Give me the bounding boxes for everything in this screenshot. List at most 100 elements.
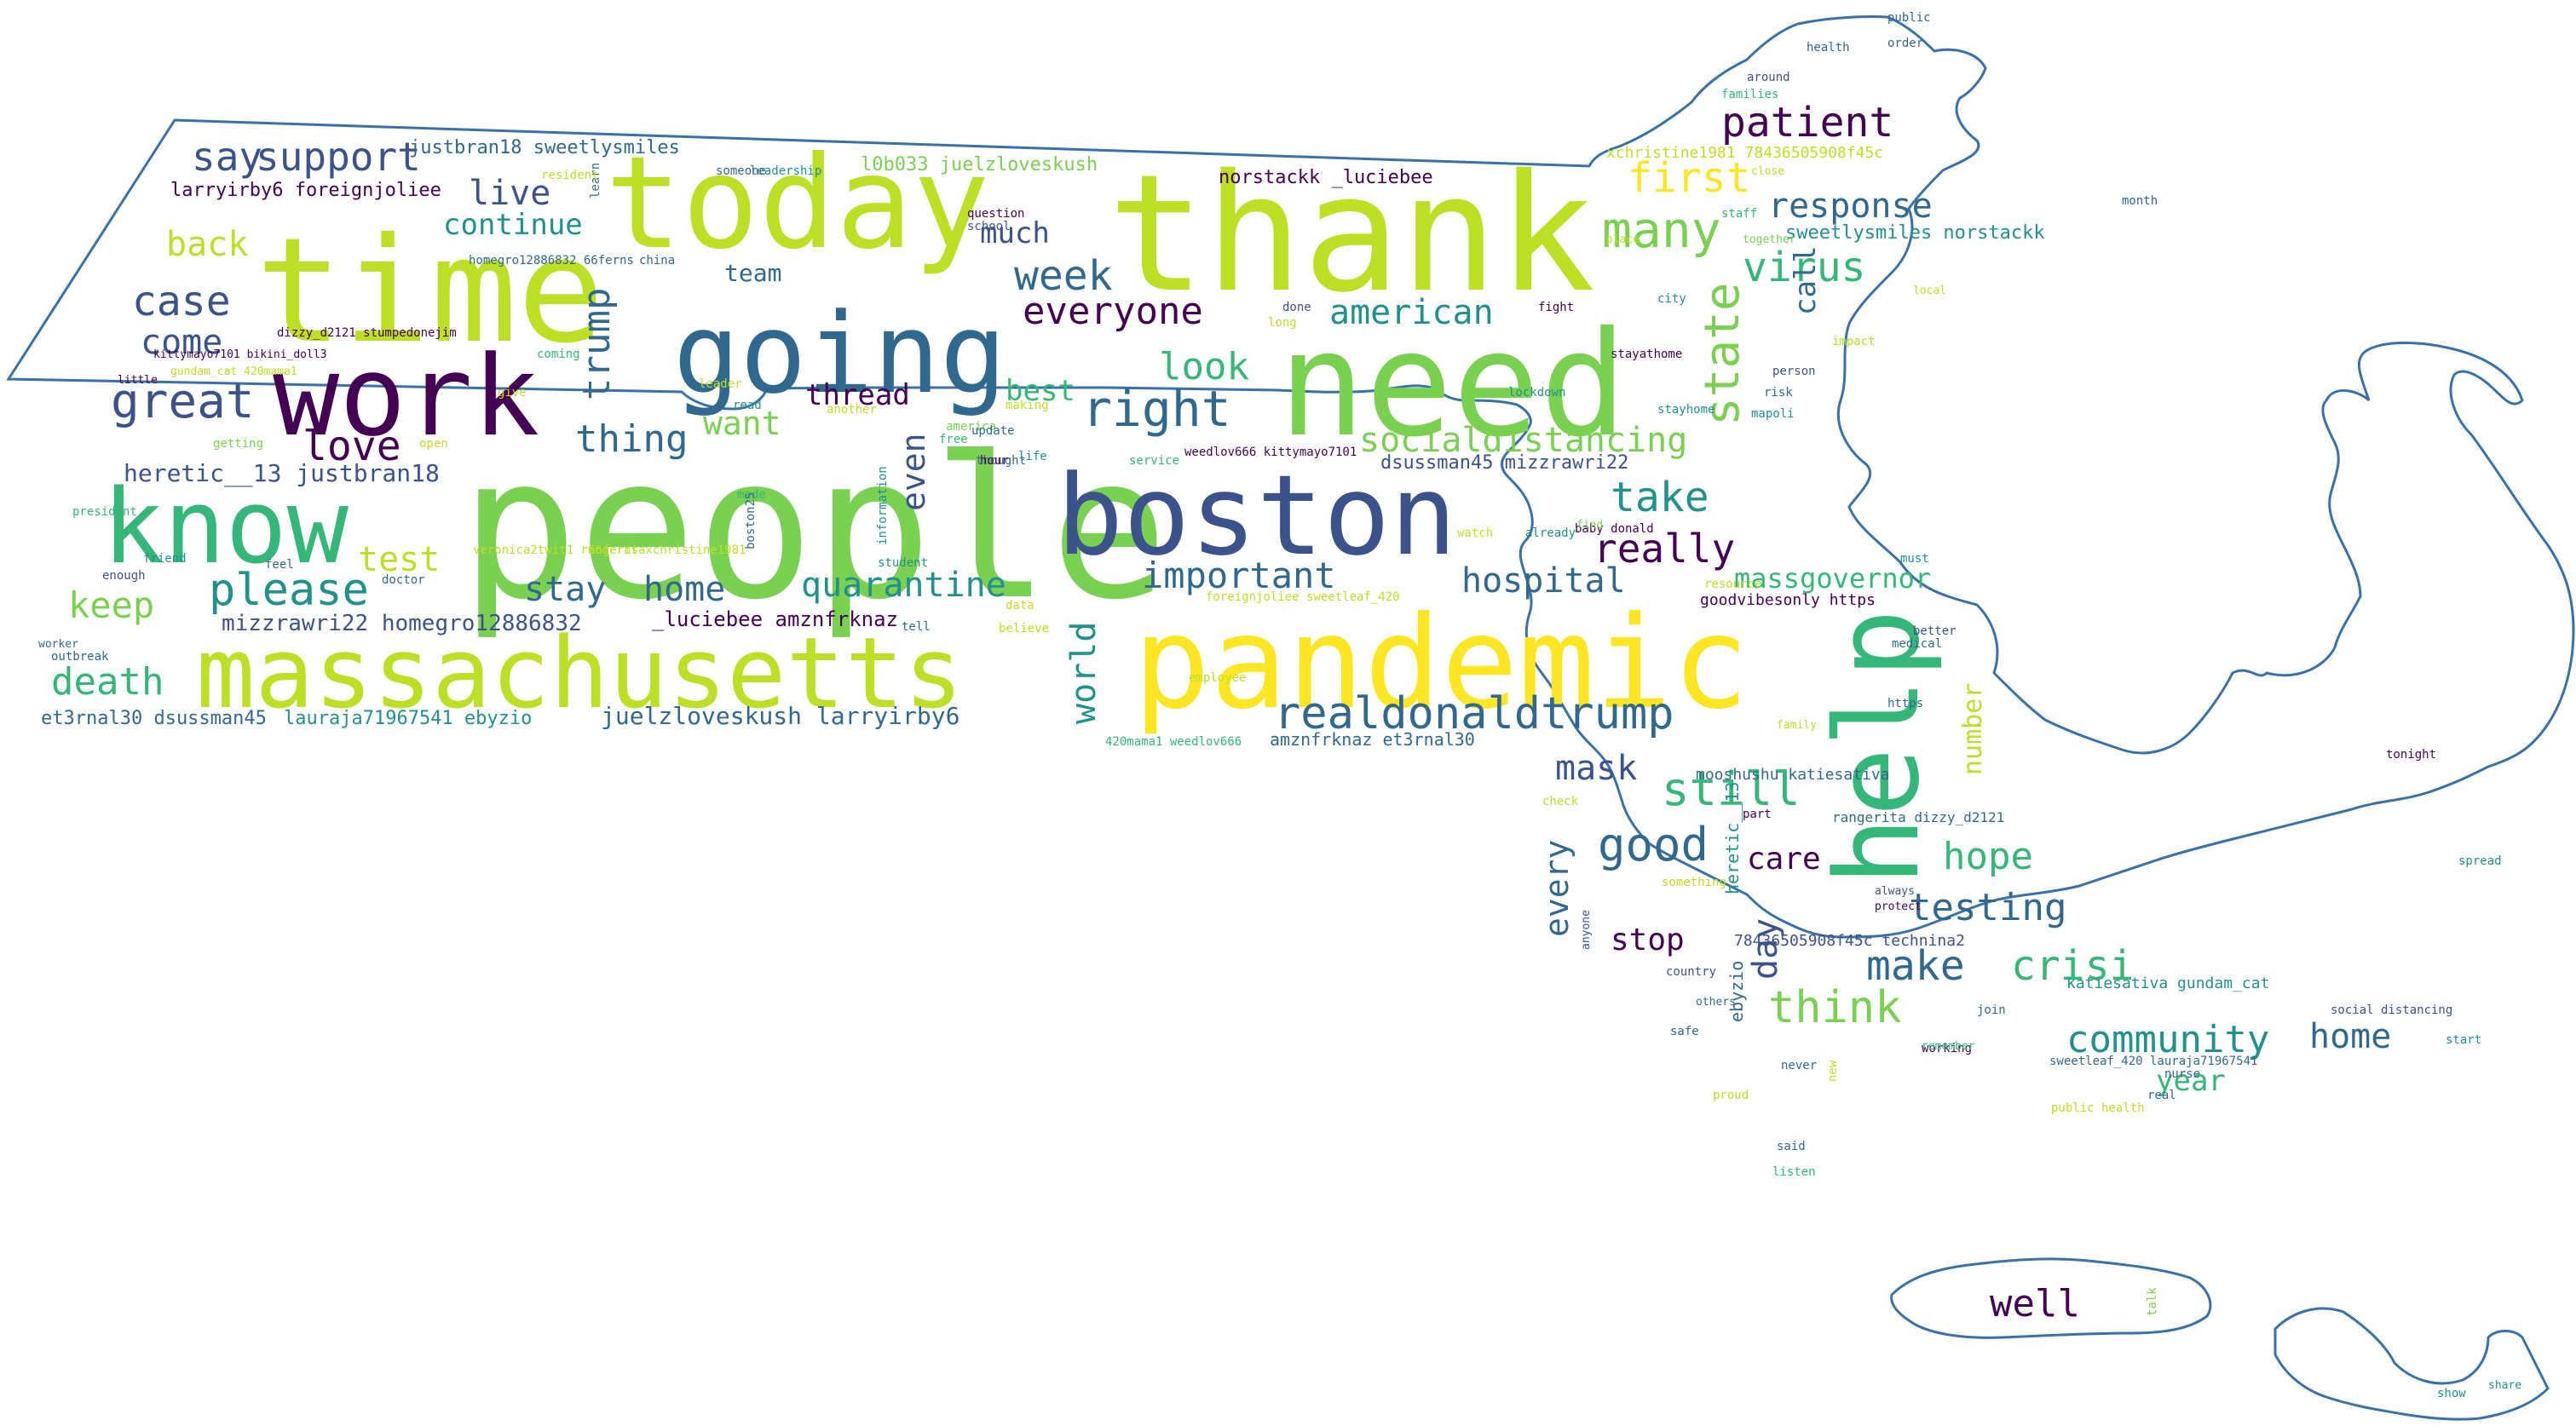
word-rangerita-dizzy-d2121: rangerita dizzy_d2121 [1832,809,2004,825]
word-share: share [2488,1379,2521,1392]
word-lauraja71967541-ebyzio: lauraja71967541 ebyzio [284,708,532,729]
word-school: school [967,220,1011,233]
word-never: never [1781,1059,1817,1072]
word-service: service [1129,454,1179,468]
word-homegro12886832-66ferns: homegro12886832 66ferns [469,254,634,267]
word-person: person [1772,365,1816,378]
word-78436505908f45c-technina2: 78436505908f45c technina2 [1734,932,1965,950]
word-amznfrknaz-et3rnal30: amznfrknaz et3rnal30 [1270,729,1475,750]
word-boston25: boston25 [744,492,758,549]
nantucket-outline [2273,1307,2550,1421]
word-stayathome: stayathome [1611,348,1682,361]
word-others: others [1696,996,1736,1009]
word-66ferns-xchristine1981: 66ferns xchristine1981 [588,543,746,557]
word-think: think [1768,982,1902,1033]
word-want: want [703,405,781,442]
word-close: close [1751,165,1784,178]
word-home: home [643,570,725,609]
word-support: support [256,134,421,180]
word-together: together [1743,233,1796,246]
word-love: love [303,423,401,470]
word-tell: tell [902,620,931,634]
word-data: data [1006,599,1034,612]
word-mask: mask [1555,749,1637,788]
word-safe: safe [1670,1025,1699,1038]
word-call: call [1789,245,1823,315]
word-important: important [1142,555,1336,596]
word-information: information [876,466,890,545]
word-resource: resource [1704,578,1761,591]
word-stay: stay [524,570,606,609]
word-china: china [639,254,675,267]
word-getting: getting [213,437,263,451]
word-weedlov666-kittymayo7101: weedlov666 kittymayo7101 [1184,446,1357,459]
word-socialdistancing: socialdistancing [1359,421,1687,460]
word-making: making [1006,399,1049,412]
word-city: city [1657,292,1686,306]
word-month: month [2122,194,2158,208]
word-thing: thing [575,417,688,461]
word-leader: leader [699,377,742,391]
word-week: week [1014,252,1113,300]
word-mapoli: mapoli [1751,407,1795,421]
word-already: already [1525,526,1576,540]
word-today: today [605,129,990,278]
word-every: every [1538,840,1576,937]
word-xchristine1981-78436505908f45c: xchristine1981 78436505908f45c [1606,144,1883,162]
word-friend: friend [143,552,187,566]
word-year: year [2156,1064,2226,1098]
word-massgovernor: massgovernor [1734,562,1931,595]
word-better: better [1913,624,1956,638]
word-life: life [1018,450,1047,463]
word-kittymayo7101-bikini-doll3: kittymayo7101 bikini_doll3 [153,348,327,361]
word-tonight: tonight [2386,748,2436,762]
word-norstackk-luciebee: norstackk _luciebee [1219,167,1433,188]
word-new: new [1826,1060,1840,1082]
word-feel: feel [265,558,294,572]
word-day: day [1746,918,1785,980]
word-much: much [980,216,1050,250]
word-dizzy-d2121-stumpedonejim: dizzy_d2121 stumpedonejim [277,326,457,340]
word-time: time [256,207,604,376]
word-community: community [2066,1018,2269,1061]
word-virus: virus [1743,244,1866,291]
word-come: come [141,323,222,362]
word-place: place [1606,233,1640,246]
word-mizzrawri22-homegro12886832: mizzrawri22 homegro12886832 [222,611,582,636]
word-anyone: anyone [1580,910,1593,950]
word-watch: watch [1457,526,1493,540]
word-staff: staff [1721,207,1757,221]
word-talk: talk [2146,1287,2159,1316]
word--luciebee-amznfrknaz: _luciebee amznfrknaz [652,607,898,631]
word-public: public [1887,11,1931,25]
word-veronica2twit1-rangerita: veronica2twit1 rangerita [473,543,645,557]
word-many: many [1602,201,1721,259]
word-continue: continue [443,208,583,242]
word-risk: risk [1764,386,1793,400]
word-sweetlysmiles-norstackk: sweetlysmiles norstackk [1785,222,2045,244]
word-someone: someone [716,164,766,178]
word-proud: proud [1713,1089,1749,1102]
word-made: made [737,488,766,502]
word-start: start [2446,1033,2481,1047]
word-going: going [673,289,1006,418]
word-fight: fight [1538,301,1574,314]
word-impact: impact [1832,335,1876,348]
word-team: team [724,259,781,287]
word-worker: worker [38,638,78,651]
word-little: little [118,374,158,387]
word-resident: resident [541,169,598,182]
word-free: free [939,433,968,446]
word-quarantine: quarantine [801,566,1006,605]
word-american: american [1329,293,1494,332]
word-baby-donald: baby donald [1575,522,1654,536]
word-back: back [166,225,248,264]
word-remember: remember [1922,1040,1975,1053]
word-hospital: hospital [1461,561,1626,601]
word-listen: listen [1772,1165,1816,1179]
word-really: really [1593,526,1735,572]
word-heretic-13-justbran18: heretic__13 justbran18 [124,459,440,488]
word-care: care [1747,842,1821,877]
word-patient: patient [1721,99,1893,147]
word-test: test [358,540,440,579]
